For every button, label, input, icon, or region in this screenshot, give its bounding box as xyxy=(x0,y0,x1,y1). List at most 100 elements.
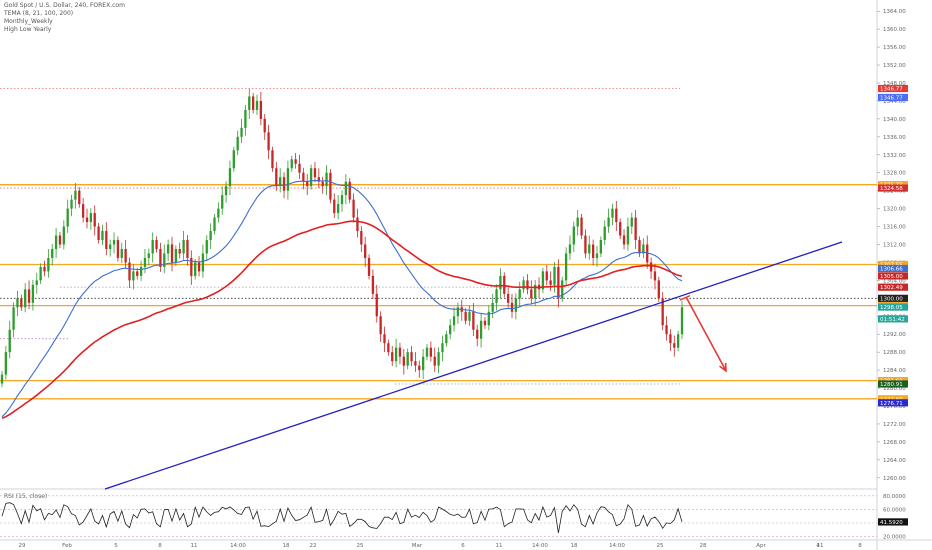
candle-body xyxy=(445,334,448,344)
y-tick-label: 1364.00 xyxy=(883,9,906,15)
x-tick-label: 4 xyxy=(816,543,820,549)
candle-body xyxy=(522,280,525,290)
candle-body xyxy=(105,231,108,249)
candle-body xyxy=(259,100,263,119)
candle-body xyxy=(626,226,630,245)
chart-legend: Gold Spot / U.S. Dollar, 240, FOREX.com … xyxy=(4,2,125,34)
candle-body xyxy=(402,356,405,366)
candle-body xyxy=(35,280,38,285)
candle-body xyxy=(676,334,680,348)
candle-body xyxy=(576,217,579,227)
candle-body xyxy=(468,311,471,321)
projection-arrow-line xyxy=(685,296,727,372)
candle-body xyxy=(387,343,390,353)
candle-body xyxy=(251,96,255,110)
candle-body xyxy=(344,181,348,196)
candle-body xyxy=(630,217,633,227)
candle-body xyxy=(495,289,498,303)
candle-body xyxy=(317,177,320,182)
price-tag xyxy=(878,315,908,323)
candle-body xyxy=(607,217,610,227)
candle-body xyxy=(155,240,158,249)
trendline xyxy=(104,241,843,490)
indicator-monthly-weekly: Monthly_Weekly xyxy=(4,18,53,25)
candle-body xyxy=(182,240,185,254)
rsi-line xyxy=(1,502,683,533)
rsi-label: RSI (15, close) xyxy=(4,493,48,500)
candle-body xyxy=(348,181,351,200)
x-tick-label: 22 xyxy=(310,543,317,549)
x-tick-label: Mar xyxy=(412,543,423,549)
candle-body xyxy=(159,248,162,267)
candle-body xyxy=(619,222,622,236)
candle-body xyxy=(591,244,595,258)
candle-body xyxy=(66,208,69,227)
candle-body xyxy=(163,253,166,267)
candle-body xyxy=(414,361,417,366)
candle-body xyxy=(151,240,154,254)
candle-body xyxy=(0,374,4,384)
rsi-tick-label: 60.0000 xyxy=(883,507,906,513)
candle-body xyxy=(128,262,131,281)
candle-body xyxy=(294,159,297,164)
y-tick-label: 1264.00 xyxy=(883,458,906,464)
y-tick-label: 1272.00 xyxy=(883,422,906,428)
y-tick-label: 1336.00 xyxy=(883,135,906,141)
candle-body xyxy=(333,199,336,214)
x-tick-label: 8 xyxy=(158,543,162,549)
candle-body xyxy=(166,244,170,254)
candle-body xyxy=(20,298,23,308)
candle-body xyxy=(255,100,259,110)
candle-body xyxy=(120,248,123,258)
candle-body xyxy=(271,150,274,169)
candle-body xyxy=(615,208,618,223)
candle-body xyxy=(398,347,402,357)
x-tick-label: 18 xyxy=(571,543,578,549)
y-tick-label: 1304.00 xyxy=(883,278,906,284)
candle-body xyxy=(545,271,548,281)
candle-body xyxy=(194,262,197,276)
rsi-value-label: 41.5920 xyxy=(880,520,903,526)
price-tag-label: 1300.00 xyxy=(880,296,903,302)
price-tag-label: 1305.00 xyxy=(880,274,903,280)
candle-body xyxy=(124,248,127,263)
candle-body xyxy=(599,240,603,254)
candle-body xyxy=(186,240,189,258)
price-tag-label: 1302.49 xyxy=(880,285,903,291)
candle-body xyxy=(653,271,657,281)
candle-body xyxy=(510,302,514,312)
rsi-tick-label: 20.0000 xyxy=(883,535,906,541)
candle-body xyxy=(375,293,378,317)
candle-body xyxy=(190,257,193,276)
x-tick-label: 11 xyxy=(191,543,198,549)
candle-body xyxy=(340,195,344,205)
candle-body xyxy=(464,311,467,321)
candle-body xyxy=(669,334,672,344)
candle-body xyxy=(364,244,367,258)
y-tick-label: 1276.00 xyxy=(883,404,906,410)
projection-arrow-head xyxy=(719,362,727,373)
candle-body xyxy=(595,253,599,258)
candle-body xyxy=(437,352,440,366)
price-tag-label: 1280.91 xyxy=(880,382,903,388)
x-tick-label: 29 xyxy=(19,543,26,549)
candle-body xyxy=(313,168,317,178)
candle-body xyxy=(116,240,120,258)
ma-red-line xyxy=(1,220,683,420)
price-tag xyxy=(878,380,908,388)
x-tick-label: 25 xyxy=(657,543,664,549)
y-tick-label: 1356.00 xyxy=(883,45,906,51)
candle-body xyxy=(421,356,425,371)
candle-body xyxy=(27,289,31,303)
candle-body xyxy=(205,240,208,254)
y-tick-label: 1268.00 xyxy=(883,440,906,446)
candle-body xyxy=(78,190,81,205)
price-tag xyxy=(878,399,908,407)
candle-body xyxy=(534,284,537,299)
candle-body xyxy=(680,307,684,335)
y-tick-label: 1340.00 xyxy=(883,117,906,123)
candle-body xyxy=(557,266,560,299)
x-tick-label: 28 xyxy=(700,543,707,549)
candle-body xyxy=(588,244,591,254)
